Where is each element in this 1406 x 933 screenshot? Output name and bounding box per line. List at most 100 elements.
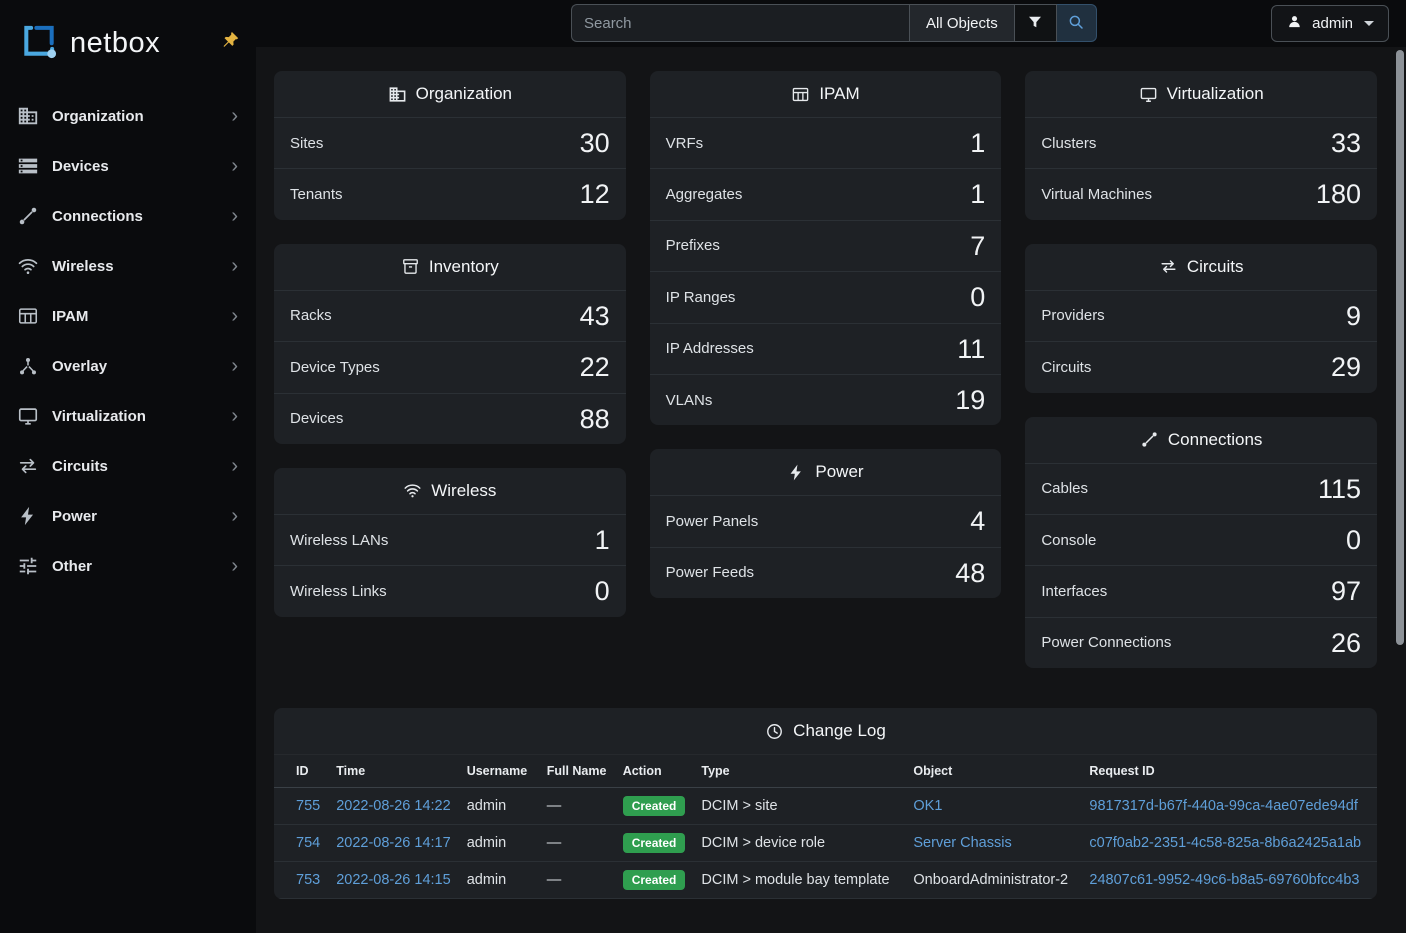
stat-row: Racks 43 bbox=[274, 289, 626, 341]
column-header-request-id: Request ID bbox=[1081, 755, 1377, 789]
stat-value-circuits[interactable]: 29 bbox=[1330, 352, 1361, 383]
stat-link-vlans[interactable]: VLANs bbox=[665, 391, 713, 409]
stat-row: Wireless LANs 1 bbox=[274, 513, 626, 565]
sidebar-item-connections[interactable]: Connections › bbox=[0, 191, 256, 241]
sidebar-item-organization[interactable]: Organization › bbox=[0, 91, 256, 141]
stat-link-power-feeds[interactable]: Power Feeds bbox=[665, 564, 755, 582]
request-id-link[interactable]: 24807c61-9952-49c6-b8a5-69760bfcc4b3 bbox=[1089, 872, 1360, 889]
scrollbar-thumb[interactable] bbox=[1396, 50, 1404, 645]
user-menu-button[interactable]: admin bbox=[1271, 5, 1389, 42]
stat-value-vlans[interactable]: 19 bbox=[955, 384, 986, 415]
stat-value-power-panels[interactable]: 4 bbox=[970, 506, 986, 537]
stat-link-ip-ranges[interactable]: IP Ranges bbox=[665, 288, 736, 306]
sidebar-item-wireless[interactable]: Wireless › bbox=[0, 241, 256, 291]
stat-link-aggregates[interactable]: Aggregates bbox=[665, 186, 743, 204]
change-id-link[interactable]: 753 bbox=[296, 872, 321, 889]
stat-value-wireless-links[interactable]: 0 bbox=[594, 576, 610, 607]
card-header: Organization bbox=[274, 71, 626, 117]
stat-link-vrfs[interactable]: VRFs bbox=[665, 134, 704, 152]
request-id-link[interactable]: c07f0ab2-2351-4c58-825a-8b6a2425a1ab bbox=[1089, 835, 1362, 852]
stat-value-power-feeds[interactable]: 48 bbox=[955, 557, 986, 588]
object-type-dropdown[interactable]: All Objects bbox=[909, 4, 1015, 42]
change-time-link[interactable]: 2022-08-26 14:15 bbox=[336, 872, 451, 889]
stat-link-prefixes[interactable]: Prefixes bbox=[665, 237, 720, 255]
change-id-link[interactable]: 755 bbox=[296, 798, 321, 815]
pin-sidebar-icon[interactable] bbox=[220, 30, 240, 50]
stat-value-clusters[interactable]: 33 bbox=[1330, 128, 1361, 158]
stat-row: IP Addresses 11 bbox=[649, 322, 1002, 374]
sidebar-item-label: Organization bbox=[52, 107, 144, 125]
card-title: Organization bbox=[415, 84, 513, 103]
stat-value-power-connections[interactable]: 26 bbox=[1330, 627, 1361, 658]
request-id-link[interactable]: 9817317d-b67f-440a-99ca-4ae07ede94df bbox=[1089, 798, 1358, 815]
sidebar-item-circuits[interactable]: Circuits › bbox=[0, 441, 256, 491]
sidebar-item-virtualization[interactable]: Virtualization › bbox=[0, 391, 256, 441]
card-title: Inventory bbox=[428, 256, 499, 276]
stat-link-power-panels[interactable]: Power Panels bbox=[665, 513, 759, 531]
change-id-link[interactable]: 754 bbox=[296, 835, 321, 852]
chevron-right-icon: › bbox=[231, 355, 238, 377]
stat-link-circuits[interactable]: Circuits bbox=[1041, 358, 1092, 376]
sidebar-item-other[interactable]: Other › bbox=[0, 541, 256, 591]
stat-link-racks[interactable]: Racks bbox=[290, 307, 332, 325]
stat-link-power-connections[interactable]: Power Connections bbox=[1041, 634, 1172, 652]
stat-value-virtual-machines[interactable]: 180 bbox=[1315, 179, 1361, 210]
stat-link-interfaces[interactable]: Interfaces bbox=[1041, 583, 1108, 601]
stat-value-prefixes[interactable]: 7 bbox=[970, 230, 986, 261]
sidebar-item-devices[interactable]: Devices › bbox=[0, 141, 256, 191]
stat-value-ip-ranges[interactable]: 0 bbox=[970, 282, 986, 313]
stat-link-devices[interactable]: Devices bbox=[290, 410, 344, 428]
stat-link-ip-addresses[interactable]: IP Addresses bbox=[665, 340, 754, 358]
stat-row: Circuits 29 bbox=[1025, 341, 1377, 392]
change-time-link[interactable]: 2022-08-26 14:17 bbox=[336, 835, 451, 852]
sidebar-item-label: Power bbox=[52, 507, 98, 525]
transit-arrows-icon bbox=[17, 455, 39, 477]
stat-link-wireless-links[interactable]: Wireless Links bbox=[290, 583, 387, 601]
sidebar-item-ipam[interactable]: IPAM › bbox=[0, 291, 256, 341]
stat-link-console[interactable]: Console bbox=[1041, 531, 1097, 549]
chevron-right-icon: › bbox=[231, 555, 238, 577]
stat-value-ip-addresses[interactable]: 11 bbox=[957, 333, 986, 364]
sidebar-item-overlay[interactable]: Overlay › bbox=[0, 341, 256, 391]
stat-link-wireless-lans[interactable]: Wireless LANs bbox=[290, 531, 389, 549]
stat-link-sites[interactable]: Sites bbox=[290, 134, 324, 152]
search-input[interactable] bbox=[571, 4, 909, 42]
stat-link-device-types[interactable]: Device Types bbox=[290, 358, 380, 376]
stat-value-cables[interactable]: 115 bbox=[1317, 473, 1361, 504]
search-button[interactable] bbox=[1056, 4, 1097, 42]
change-object-link[interactable]: Server Chassis bbox=[913, 835, 1012, 852]
card-organization: Organization Sites 30 Tenants 12 bbox=[274, 71, 626, 220]
stat-link-providers[interactable]: Providers bbox=[1041, 307, 1105, 325]
stat-value-console[interactable]: 0 bbox=[1345, 524, 1361, 555]
stat-value-wireless-lans[interactable]: 1 bbox=[594, 524, 610, 555]
sidebar-item-power[interactable]: Power › bbox=[0, 491, 256, 541]
change-time-link[interactable]: 2022-08-26 14:22 bbox=[336, 798, 451, 815]
card-inventory: Inventory Racks 43 Device Types 22 Devic… bbox=[274, 243, 626, 444]
stat-value-providers[interactable]: 9 bbox=[1345, 300, 1361, 331]
stat-link-clusters[interactable]: Clusters bbox=[1041, 134, 1097, 152]
stat-value-racks[interactable]: 43 bbox=[579, 300, 610, 331]
change-object-link[interactable]: OK1 bbox=[913, 798, 943, 815]
card-header: Connections bbox=[1025, 417, 1377, 463]
stat-value-device-types[interactable]: 22 bbox=[579, 352, 610, 383]
stat-value-sites[interactable]: 30 bbox=[579, 128, 610, 158]
stat-link-cables[interactable]: Cables bbox=[1041, 480, 1089, 498]
brand[interactable]: netbox bbox=[0, 14, 256, 81]
stat-value-vrfs[interactable]: 1 bbox=[970, 128, 986, 158]
building-icon bbox=[17, 105, 39, 127]
stat-row: Wireless Links 0 bbox=[274, 565, 626, 616]
stat-link-virtual-machines[interactable]: Virtual Machines bbox=[1041, 186, 1152, 204]
stat-link-tenants[interactable]: Tenants bbox=[290, 186, 343, 204]
netbox-logo-icon bbox=[18, 20, 60, 67]
change-username: admin bbox=[458, 824, 539, 863]
stat-row: VLANs 19 bbox=[649, 373, 1002, 425]
stat-value-interfaces[interactable]: 97 bbox=[1330, 576, 1361, 607]
card-title: Circuits bbox=[1186, 256, 1244, 276]
action-badge: Created bbox=[622, 870, 686, 891]
stat-value-tenants[interactable]: 12 bbox=[579, 179, 610, 210]
filter-button[interactable] bbox=[1014, 4, 1057, 42]
stat-value-aggregates[interactable]: 1 bbox=[970, 179, 986, 210]
sidebar-item-label: Connections bbox=[52, 207, 143, 225]
stat-value-devices[interactable]: 88 bbox=[579, 403, 610, 434]
sidebar-nav: Organization › Devices › Connections › bbox=[0, 81, 256, 591]
